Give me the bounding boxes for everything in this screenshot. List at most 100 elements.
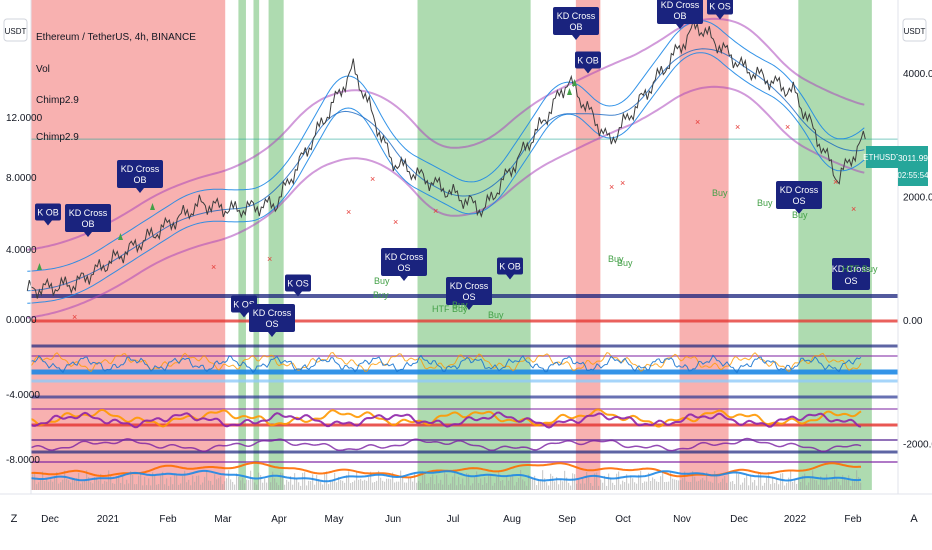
volume-bar (496, 477, 498, 490)
annotation-text: KD Cross (69, 208, 108, 218)
volume-bar (198, 475, 200, 490)
volume-bar (554, 481, 556, 490)
time-tick-label: Nov (673, 514, 691, 525)
buy-signal-label: Buy (374, 276, 390, 286)
volume-bar (234, 484, 236, 490)
volume-bar (342, 480, 344, 490)
annotation-text: OB (569, 22, 582, 32)
annotation-callout[interactable]: K OS (707, 0, 733, 20)
volume-bar (368, 477, 370, 490)
volume-bar (486, 483, 488, 490)
volume-bar (428, 483, 430, 490)
annotation-text: KD Cross (661, 0, 700, 10)
volume-bar (844, 477, 846, 490)
annotation-callout[interactable]: K OB (35, 203, 61, 226)
sell-marker: × (267, 254, 272, 264)
annotation-callout[interactable]: K OS (285, 274, 311, 297)
volume-bar (734, 484, 736, 490)
volume-bar (224, 481, 226, 490)
volume-bar (400, 470, 402, 490)
volume-bar (636, 483, 638, 490)
time-tick-label: Apr (271, 514, 287, 525)
volume-bar (594, 473, 596, 490)
right-currency-badge-box[interactable] (902, 18, 927, 42)
volume-bar (718, 483, 720, 490)
annotation-text: K OS (709, 2, 731, 12)
volume-bar (366, 480, 368, 490)
sell-marker: × (72, 312, 77, 322)
buy-signal-label: Buy (608, 254, 624, 264)
volume-bar (488, 474, 490, 490)
volume-bar (644, 481, 646, 490)
volume-bar (50, 479, 52, 490)
auto-scale-button[interactable]: A (910, 513, 918, 525)
volume-bar (418, 480, 420, 490)
right-axis[interactable]: 4000.00 2000.00 0.00 -2000.00 (903, 69, 932, 451)
time-tick-label: Oct (615, 514, 631, 525)
volume-bar (212, 484, 214, 490)
annotation-text: K OB (577, 56, 599, 66)
legend-chimp-1[interactable]: Chimp2.9 (36, 95, 79, 106)
volume-bar (140, 473, 142, 490)
trend-blue-line (30, 469, 862, 483)
lower-envelope-line (27, 85, 865, 319)
volume-bar (860, 482, 862, 490)
volume-bar (412, 481, 414, 490)
left-currency-badge-box[interactable] (3, 18, 28, 42)
volume-bar (468, 473, 470, 490)
volume-bar (228, 470, 230, 490)
volume-bar (558, 484, 560, 490)
sell-marker: × (433, 206, 438, 216)
volume-bar (280, 472, 282, 490)
volume-bar (240, 480, 242, 490)
annotation-text: OS (397, 263, 410, 273)
volume-bar (522, 479, 524, 490)
volume-bar (788, 477, 790, 490)
volume-bar (672, 478, 674, 490)
volume-bar (364, 479, 366, 490)
volume-bar (548, 485, 550, 490)
volume-bar (622, 480, 624, 490)
volume-bar (150, 485, 152, 490)
volume-bar (782, 473, 784, 490)
volume-bar (510, 476, 512, 490)
buy-signal-label: Buy (792, 210, 808, 220)
time-axis[interactable]: Dec 2021 Feb Mar Apr May Jun Jul Aug Sep Oct Nov Dec… (41, 514, 862, 525)
timezone-button[interactable]: Z (11, 513, 18, 525)
volume-bar (64, 470, 66, 490)
volume-bar (156, 484, 158, 490)
annotation-callout[interactable]: K OB (575, 51, 601, 74)
ticker-price-label: ETHUSDT 3011.99 02:55:54 (863, 146, 929, 186)
legend-vol[interactable]: Vol (36, 64, 50, 75)
volume-bar (352, 482, 354, 490)
volume-bar (842, 475, 844, 490)
volume-bar (802, 475, 804, 490)
volume-bar (498, 470, 500, 490)
volume-bar (780, 473, 782, 490)
buy-marker (118, 233, 123, 240)
legend-chimp-2[interactable]: Chimp2.9 (36, 132, 79, 143)
volume-bar (532, 479, 534, 490)
volume-bar (426, 483, 428, 490)
annotation-callout[interactable]: K OB (497, 257, 523, 280)
volume-bar (124, 484, 126, 490)
annotation-text: OS (265, 319, 278, 329)
volume-bar (294, 473, 296, 490)
volume-bar (858, 477, 860, 490)
volume-bar (570, 485, 572, 490)
volume-bar (614, 484, 616, 490)
volume-bar (466, 472, 468, 490)
volume-bar (276, 482, 278, 490)
volume-bar (138, 475, 140, 490)
volume-bar (502, 480, 504, 490)
